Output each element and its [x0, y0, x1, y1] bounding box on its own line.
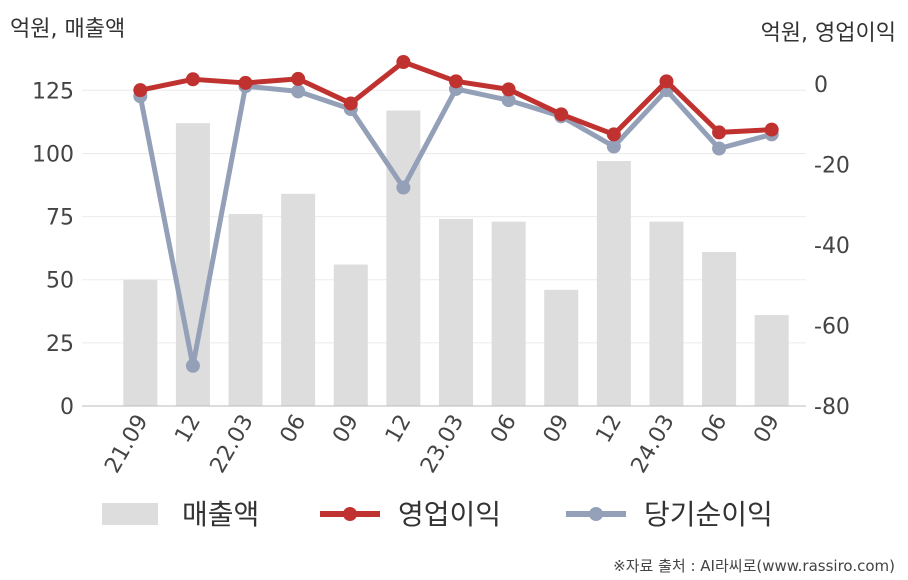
x-tick-label: 21.09 — [100, 411, 153, 478]
operating-profit-point — [501, 82, 516, 97]
revenue-bar — [491, 221, 526, 406]
left-tick-label: 125 — [32, 79, 74, 104]
x-tick-label: 09 — [749, 411, 785, 448]
left-tick-label: 100 — [32, 142, 74, 167]
left-tick-label: 0 — [60, 395, 74, 420]
x-tick-label: 12 — [170, 411, 206, 448]
net-income-point — [606, 139, 621, 154]
right-axis-ticks: 0 -20 -40 -60 -80 — [814, 73, 850, 420]
x-tick-label: 12 — [381, 411, 417, 448]
legend: 매출액 영업이익 당기순이익 — [102, 498, 773, 531]
x-tick-label: 12 — [591, 411, 627, 448]
net-income-point — [185, 358, 200, 373]
revenue-bar — [386, 110, 421, 406]
left-tick-label: 25 — [46, 332, 74, 357]
right-tick-label: -20 — [814, 154, 850, 179]
legend-label-operating-profit: 영업이익 — [398, 498, 501, 531]
left-tick-label: 75 — [46, 206, 74, 231]
operating-profit-point — [343, 96, 358, 111]
left-axis-ticks: 0 25 50 75 100 125 — [32, 79, 74, 420]
legend-item-operating-profit: 영업이익 — [320, 498, 501, 531]
operating-profit-point — [238, 75, 253, 90]
legend-item-net-income: 당기순이익 — [566, 498, 773, 531]
net-income-point — [291, 84, 306, 99]
x-axis-ticks: 21.09 12 22.03 06 09 12 23.03 06 09 12 24.03 06 09 — [100, 411, 785, 478]
left-tick-label: 50 — [46, 269, 74, 294]
operating-profit-point — [291, 71, 306, 86]
revenue-bar — [123, 279, 158, 406]
revenue-bar — [333, 264, 368, 406]
legend-marker-net-income — [589, 507, 603, 521]
x-tick-label: 24.03 — [627, 411, 680, 478]
revenue-bars — [123, 110, 789, 407]
x-tick-label: 09 — [328, 411, 364, 448]
operating-profit-point — [449, 74, 463, 89]
x-tick-label: 22.03 — [206, 411, 259, 478]
right-tick-label: -40 — [814, 234, 850, 259]
revenue-bar — [281, 193, 316, 406]
revenue-bar — [596, 161, 631, 406]
left-axis-label: 억원, 매출액 — [10, 17, 125, 42]
operating-profit-point — [712, 125, 727, 140]
net-income-point — [396, 180, 411, 195]
x-tick-label: 06 — [697, 411, 733, 448]
revenue-bar — [702, 251, 737, 406]
operating-profit-point — [606, 127, 621, 142]
x-tick-label: 23.03 — [416, 411, 469, 478]
source-note: ※자료 출처 : AI라씨로(www.rassiro.com) — [613, 557, 895, 575]
operating-profit-point — [133, 83, 148, 98]
operating-profit-point — [396, 55, 411, 70]
revenue-bar — [754, 315, 789, 406]
operating-profit-point — [659, 74, 674, 89]
x-tick-label: 06 — [486, 411, 522, 448]
legend-marker-operating-profit — [343, 507, 357, 521]
operating-profit-point — [185, 72, 200, 87]
right-axis-label: 억원, 영업이익 — [761, 21, 896, 46]
revenue-bar — [649, 221, 684, 406]
right-tick-label: -60 — [814, 315, 850, 340]
legend-swatch-revenue — [102, 503, 158, 525]
net-income-point — [712, 141, 727, 156]
operating-profit-point — [764, 122, 779, 137]
net-income-point — [501, 93, 516, 108]
legend-item-revenue: 매출액 — [102, 498, 259, 531]
right-tick-label: 0 — [814, 73, 828, 98]
revenue-bar — [228, 214, 263, 406]
legend-label-net-income: 당기순이익 — [644, 498, 773, 531]
legend-label-revenue: 매출액 — [182, 498, 259, 531]
x-tick-label: 09 — [539, 411, 575, 448]
right-tick-label: -80 — [814, 395, 850, 420]
revenue-bar — [544, 289, 579, 406]
operating-profit-point — [554, 107, 569, 122]
x-tick-label: 06 — [276, 411, 312, 448]
profit-lines — [133, 55, 779, 373]
revenue-bar — [439, 219, 473, 406]
